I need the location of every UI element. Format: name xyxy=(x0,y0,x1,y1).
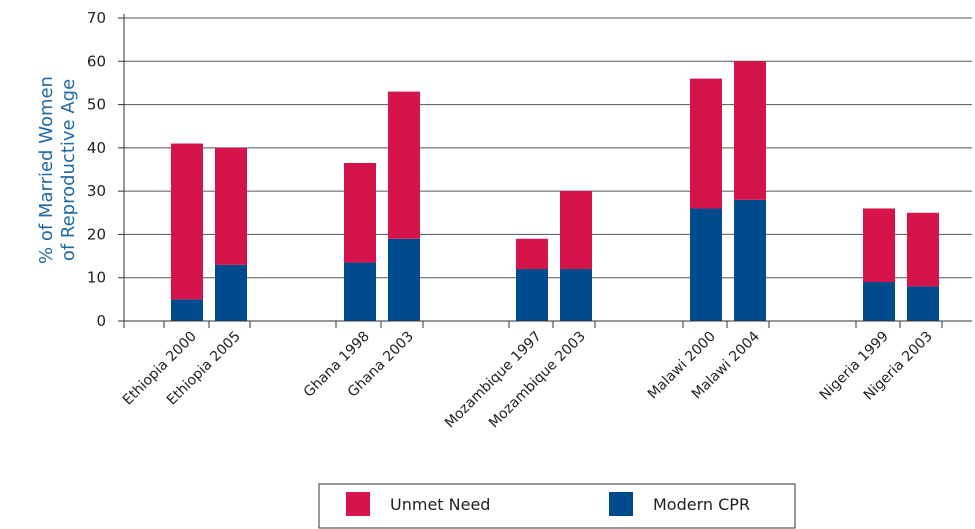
bar-modern-cpr-nigeria-2003 xyxy=(907,286,939,321)
legend-label-unmet-need: Unmet Need xyxy=(390,495,490,514)
legend-box xyxy=(318,483,796,529)
bar-modern-cpr-malawi-2004 xyxy=(734,199,766,321)
bar-unmet-need-nigeria-2003 xyxy=(907,212,939,287)
bar-unmet-need-mozambique-1997 xyxy=(516,238,548,270)
bar-unmet-need-ghana-2003 xyxy=(388,91,420,239)
bar-unmet-need-ethiopia-2000 xyxy=(171,143,203,300)
bar-unmet-need-malawi-2000 xyxy=(690,78,722,209)
y-axis-label-line-1: % of Married Women xyxy=(36,76,57,264)
y-axis-label-line-2: of Reproductive Age xyxy=(58,79,79,261)
y-tick-label-70: 70 xyxy=(87,9,106,27)
bar-modern-cpr-ghana-2003 xyxy=(388,238,420,321)
legend: Unmet Need Modern CPR xyxy=(318,483,796,529)
bar-unmet-need-nigeria-1999 xyxy=(863,208,895,283)
y-tick-label-10: 10 xyxy=(87,269,106,287)
y-tick-label-20: 20 xyxy=(87,225,106,243)
bar-unmet-need-mozambique-2003 xyxy=(560,191,592,270)
y-tick-label-40: 40 xyxy=(87,139,106,157)
y-tick-label-0: 0 xyxy=(96,312,106,330)
legend-swatch-modern-cpr xyxy=(609,492,633,516)
y-axis: 0 10 20 30 40 50 60 70 xyxy=(87,9,125,330)
y-tick-label-50: 50 xyxy=(87,96,106,114)
legend-swatch-unmet-need xyxy=(346,492,370,516)
bar-unmet-need-ghana-1998 xyxy=(344,163,376,263)
bar-unmet-need-ethiopia-2005 xyxy=(215,147,247,265)
bar-modern-cpr-malawi-2000 xyxy=(690,208,722,321)
y-axis-label: % of Married Women of Reproductive Age xyxy=(36,76,79,264)
bar-modern-cpr-ethiopia-2005 xyxy=(215,264,247,321)
bar-unmet-need-malawi-2004 xyxy=(734,61,766,200)
bars xyxy=(171,61,939,321)
bar-modern-cpr-mozambique-2003 xyxy=(560,269,592,321)
x-tick-label-ethiopia-2000: Ethiopia 2000 xyxy=(120,329,200,409)
y-tick-label-60: 60 xyxy=(87,52,106,70)
bar-modern-cpr-ghana-1998 xyxy=(344,262,376,321)
legend-label-modern-cpr: Modern CPR xyxy=(653,495,750,514)
y-tick-label-30: 30 xyxy=(87,182,106,200)
gridlines xyxy=(124,17,972,279)
bar-modern-cpr-nigeria-1999 xyxy=(863,282,895,321)
bar-modern-cpr-ethiopia-2000 xyxy=(171,299,203,321)
bar-modern-cpr-mozambique-1997 xyxy=(516,269,548,321)
